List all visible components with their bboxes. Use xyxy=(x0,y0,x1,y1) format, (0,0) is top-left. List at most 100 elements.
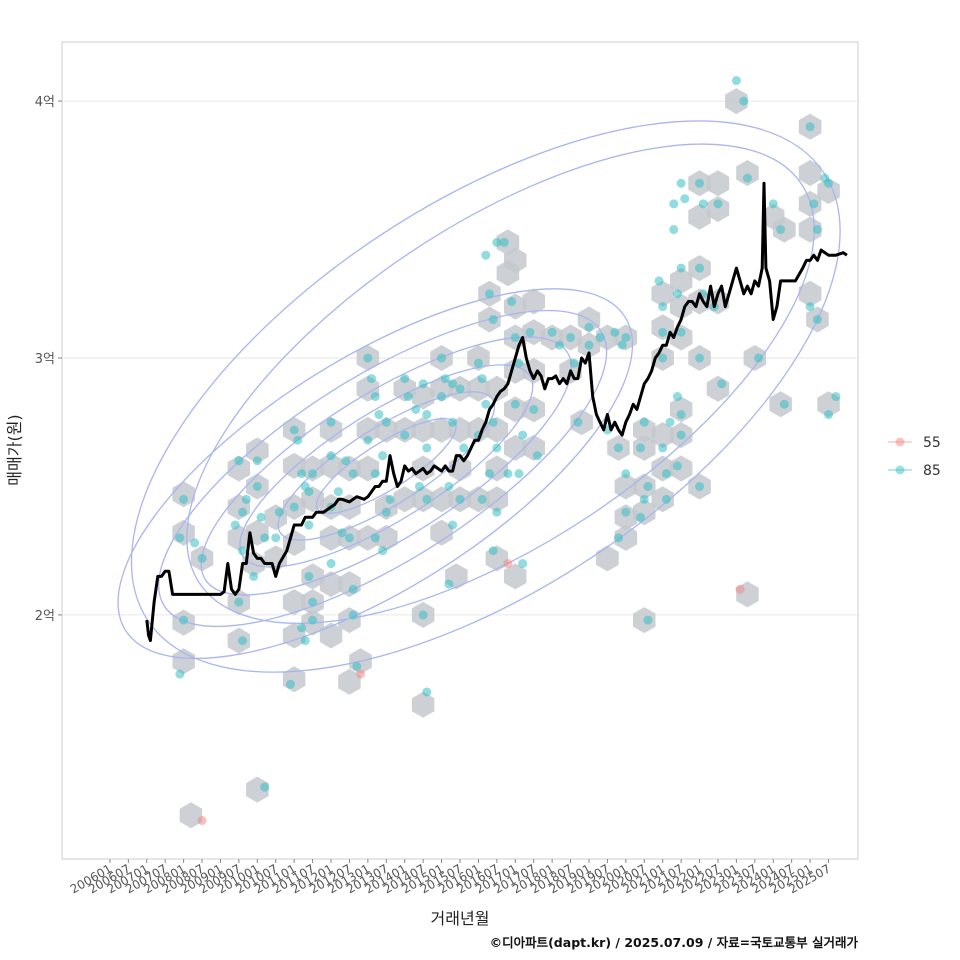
scatter-point-85 xyxy=(610,327,620,337)
density-contour xyxy=(200,336,572,596)
hexbin-cell xyxy=(246,437,269,464)
scatter-point-85 xyxy=(831,392,841,402)
scatter-point-85 xyxy=(676,430,686,440)
hexbin-cell xyxy=(504,247,527,274)
scatter-point-85 xyxy=(477,374,487,384)
scatter-point-85 xyxy=(658,327,668,337)
scatter-point-85 xyxy=(363,353,373,363)
legend-entry-85: 85 xyxy=(888,463,941,479)
scatter-point-85 xyxy=(363,435,373,445)
scatter-point-85 xyxy=(422,443,432,453)
scatter-point-85 xyxy=(422,687,432,697)
legend-marker-55 xyxy=(895,437,905,447)
scatter-point-85 xyxy=(455,494,465,504)
scatter-point-85 xyxy=(514,358,524,368)
scatter-point-85 xyxy=(768,199,778,209)
scatter-point-85 xyxy=(385,494,395,504)
scatter-point-85 xyxy=(547,327,557,337)
trend-line-layer xyxy=(145,181,848,643)
scatter-point-85 xyxy=(779,399,789,409)
scatter-point-85 xyxy=(739,96,749,106)
scatter-point-85 xyxy=(326,417,336,427)
hexbin-cell xyxy=(706,170,730,197)
scatter-point-85 xyxy=(584,340,594,350)
scatter-point-85 xyxy=(344,533,354,543)
scatter-point-85 xyxy=(555,340,564,350)
hexbin-cell xyxy=(430,486,453,513)
density-contour xyxy=(186,143,815,624)
hexbin-cell xyxy=(725,88,748,115)
hexbin-cell xyxy=(504,434,527,461)
hexbin-cell xyxy=(688,203,711,230)
scatter-point-55 xyxy=(503,559,513,569)
scatter-point-85 xyxy=(481,250,491,260)
scatter-point-85 xyxy=(639,494,649,504)
scatter-point-85 xyxy=(613,533,623,543)
hexbin-cell xyxy=(430,519,453,546)
scatter-point-85 xyxy=(473,358,483,368)
density-contour xyxy=(157,309,608,628)
scatter-point-85 xyxy=(418,379,428,389)
scatter-point-85 xyxy=(676,410,686,420)
scatter-point-85 xyxy=(525,327,535,337)
hexbin-cell xyxy=(338,668,361,695)
scatter-point-85 xyxy=(665,417,675,427)
scatter-point-85 xyxy=(731,76,741,86)
scatter-point-85 xyxy=(304,520,314,530)
scatter-point-85 xyxy=(492,507,502,517)
hexbin-cell xyxy=(504,563,527,590)
source-caption: ©디아파트(dapt.kr) / 2025.07.09 / 자료=국토교통부 실… xyxy=(490,935,859,950)
scatter-point-85 xyxy=(308,597,318,607)
scatter-point-55 xyxy=(197,815,207,825)
scatter-point-85 xyxy=(341,456,351,466)
scatter-point-55 xyxy=(356,669,365,679)
hexbin-cell xyxy=(485,375,509,402)
hexbin-cell xyxy=(706,196,730,222)
scatter-point-85 xyxy=(643,481,653,491)
scatter-point-85 xyxy=(481,399,491,409)
scatter-point-85 xyxy=(381,417,391,427)
scatter-point-85 xyxy=(492,237,502,247)
scatter-point-85 xyxy=(179,494,189,504)
scatter-point-85 xyxy=(812,314,822,324)
scatter-point-85 xyxy=(197,553,207,563)
scatter-point-85 xyxy=(370,469,380,479)
scatter-point-85 xyxy=(370,533,380,543)
scatter-point-85 xyxy=(658,353,668,363)
hexbin-cell xyxy=(504,396,527,423)
hexbin-cell xyxy=(301,455,324,482)
hexbin-cell xyxy=(669,396,693,423)
scatter-point-85 xyxy=(378,451,388,461)
scatter-point-85 xyxy=(484,289,494,299)
scatter-point-85 xyxy=(448,417,458,427)
hexbin-cell xyxy=(651,422,674,449)
y-tick-label: 2억 xyxy=(35,609,55,624)
scatter-point-85 xyxy=(378,546,388,556)
hexbin-cell xyxy=(227,524,251,551)
legend-label-85: 85 xyxy=(923,463,941,479)
hexbin-cell xyxy=(669,267,693,294)
scatter-point-85 xyxy=(643,615,653,625)
scatter-point-85 xyxy=(812,225,822,235)
scatter-point-85 xyxy=(573,417,583,427)
scatter-point-85 xyxy=(805,302,815,312)
density-contour xyxy=(117,288,634,660)
hexbin-cell xyxy=(411,383,435,410)
scatter-point-85 xyxy=(238,507,248,517)
scatter-point-85 xyxy=(411,404,421,414)
scatter-point-layer xyxy=(175,76,841,825)
scatter-point-85 xyxy=(809,199,819,209)
scatter-point-85 xyxy=(400,430,410,440)
scatter-point-85 xyxy=(448,520,458,530)
scatter-point-85 xyxy=(621,507,631,517)
scatter-point-85 xyxy=(455,384,465,394)
scatter-point-85 xyxy=(636,443,646,453)
scatter-point-85 xyxy=(304,571,314,581)
scatter-point-85 xyxy=(654,276,664,286)
scatter-point-85 xyxy=(256,512,266,522)
scatter-point-85 xyxy=(695,353,705,363)
y-axis-ticks: 2억 3억 4억 xyxy=(35,95,62,624)
hexbin-cell xyxy=(596,545,619,572)
hexbin-cell xyxy=(633,416,656,443)
